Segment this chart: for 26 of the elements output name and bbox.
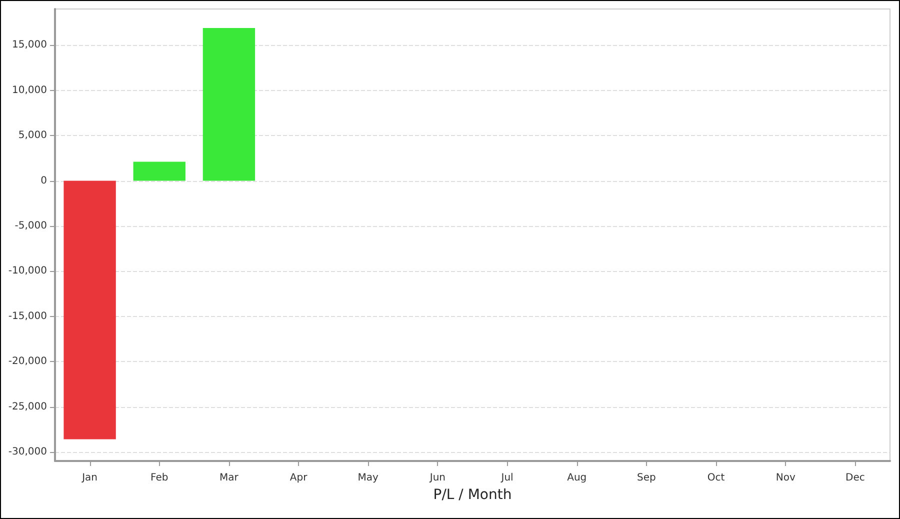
y-tick-label: 0 [40,175,47,186]
bar [64,180,116,440]
x-tick-label: Dec [846,472,865,484]
x-tick-label: Apr [290,472,308,484]
y-tick-label: -25,000 [8,401,47,412]
y-tick-label: 5,000 [18,130,47,142]
y-tick-label: 10,000 [12,84,47,96]
x-tick-label: Jun [428,472,446,484]
y-tick-label: -15,000 [8,310,47,322]
x-tick-label: Aug [567,472,587,484]
x-tick-label: Jan [81,472,98,484]
x-tick-label: Nov [776,472,796,484]
y-tick-label: 15,000 [12,40,47,51]
x-tick-label: Sep [637,472,656,484]
x-axis-title: P/L / Month [433,487,512,503]
y-tick-label: -20,000 [8,356,47,368]
bar [202,28,256,181]
bar [133,162,186,181]
x-tick-label: Jul [500,472,514,484]
x-tick-label: Oct [707,472,725,484]
y-tick-label: -10,000 [8,266,47,277]
y-tick-label: -30,000 [8,446,47,458]
x-tick-label: May [358,472,379,484]
y-tick-label: -5,000 [14,220,47,232]
x-tick-label: Mar [220,472,240,484]
x-tick-label: Feb [150,472,168,484]
